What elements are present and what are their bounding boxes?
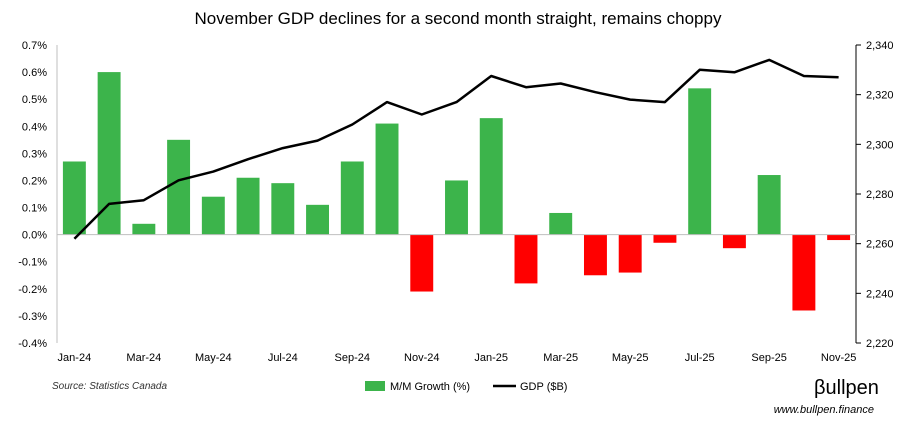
x-tick-label: Jan-25 <box>474 352 508 364</box>
y-left-tick-label: -0.4% <box>18 338 47 350</box>
bar-Nov-25 <box>827 234 851 241</box>
y-right-tick-label: 2,260 <box>866 239 894 251</box>
x-tick-label: Nov-25 <box>821 352 856 364</box>
right-axis-ticks: 2,340 2,320 2,300 2,280 2,260 2,240 2,220 <box>856 40 894 350</box>
legend-bar-swatch <box>365 381 385 391</box>
bar-Aug-24 <box>306 204 330 235</box>
bar-Oct-24 <box>375 123 399 235</box>
legend: M/M Growth (%) GDP ($B) <box>365 381 567 393</box>
bar-Feb-24 <box>97 72 121 235</box>
bar-Oct-25 <box>792 234 816 311</box>
y-left-tick-label: -0.2% <box>18 284 47 296</box>
x-tick-label: Nov-24 <box>404 352 439 364</box>
x-tick-label: Jul-25 <box>685 352 715 364</box>
bar-Sep-25 <box>757 175 781 235</box>
x-tick-label: Jul-24 <box>268 352 298 364</box>
y-left-tick-label: 0.5% <box>22 94 47 106</box>
legend-line-label: GDP ($B) <box>520 381 567 393</box>
bar-Aug-25 <box>722 234 746 249</box>
x-tick-label: Mar-24 <box>126 352 161 364</box>
x-axis-ticks: Jan-24 Mar-24 May-24 Jul-24 Sep-24 Nov-24 Jan-… <box>58 352 857 364</box>
y-left-tick-label: 0.0% <box>22 230 47 242</box>
bar-Apr-24 <box>167 139 191 235</box>
y-right-tick-label: 2,280 <box>866 189 894 201</box>
y-left-tick-label: 0.7% <box>22 40 47 52</box>
y-left-tick-label: -0.1% <box>18 257 47 269</box>
y-left-tick-label: 0.3% <box>22 148 47 160</box>
y-left-tick-label: 0.6% <box>22 67 47 79</box>
legend-bar-label: M/M Growth (%) <box>390 381 470 393</box>
bar-Apr-25 <box>583 234 607 276</box>
x-tick-label: May-24 <box>195 352 232 364</box>
brand-logo: βullpen <box>814 377 879 399</box>
bar-Jan-25 <box>479 118 503 235</box>
left-axis-ticks: 0.7% 0.6% 0.5% 0.4% 0.3% 0.2% 0.1% 0.0% -0.1% -0.… <box>18 40 47 350</box>
y-right-tick-label: 2,320 <box>866 90 894 102</box>
bar-May-24 <box>201 196 225 235</box>
y-left-tick-label: 0.2% <box>22 175 47 187</box>
source-note: Source: Statistics Canada <box>52 381 167 392</box>
x-tick-label: Mar-25 <box>543 352 578 364</box>
bar-May-25 <box>618 234 642 273</box>
line-series <box>73 58 839 240</box>
axes <box>56 45 857 343</box>
bar-series <box>62 72 851 311</box>
bar-Mar-25 <box>549 212 573 235</box>
bar-Dec-24 <box>445 180 468 235</box>
bar-Jun-24 <box>236 177 260 235</box>
y-right-tick-label: 2,220 <box>866 338 894 350</box>
bar-Jul-25 <box>688 88 712 235</box>
brand-url: www.bullpen.finance <box>774 404 874 416</box>
bar-Jun-25 <box>653 234 677 243</box>
gdp-line <box>73 58 839 240</box>
bar-Jul-24 <box>271 183 295 235</box>
y-right-tick-label: 2,300 <box>866 139 894 151</box>
chart-title: November GDP declines for a second month… <box>195 9 722 28</box>
y-right-tick-label: 2,240 <box>866 288 894 300</box>
y-right-tick-label: 2,340 <box>866 40 894 52</box>
bar-Feb-25 <box>514 234 538 284</box>
bar-Sep-24 <box>340 161 364 235</box>
y-left-tick-label: -0.3% <box>18 311 47 323</box>
bar-Mar-24 <box>132 223 156 235</box>
bar-Nov-24 <box>410 234 434 292</box>
y-left-tick-label: 0.1% <box>22 203 47 215</box>
x-tick-label: Sep-24 <box>335 352 370 364</box>
y-left-tick-label: 0.4% <box>22 121 47 133</box>
x-tick-label: Jan-24 <box>58 352 92 364</box>
bar-Jan-24 <box>62 161 86 235</box>
x-tick-label: Sep-25 <box>751 352 786 364</box>
x-tick-label: May-25 <box>612 352 649 364</box>
